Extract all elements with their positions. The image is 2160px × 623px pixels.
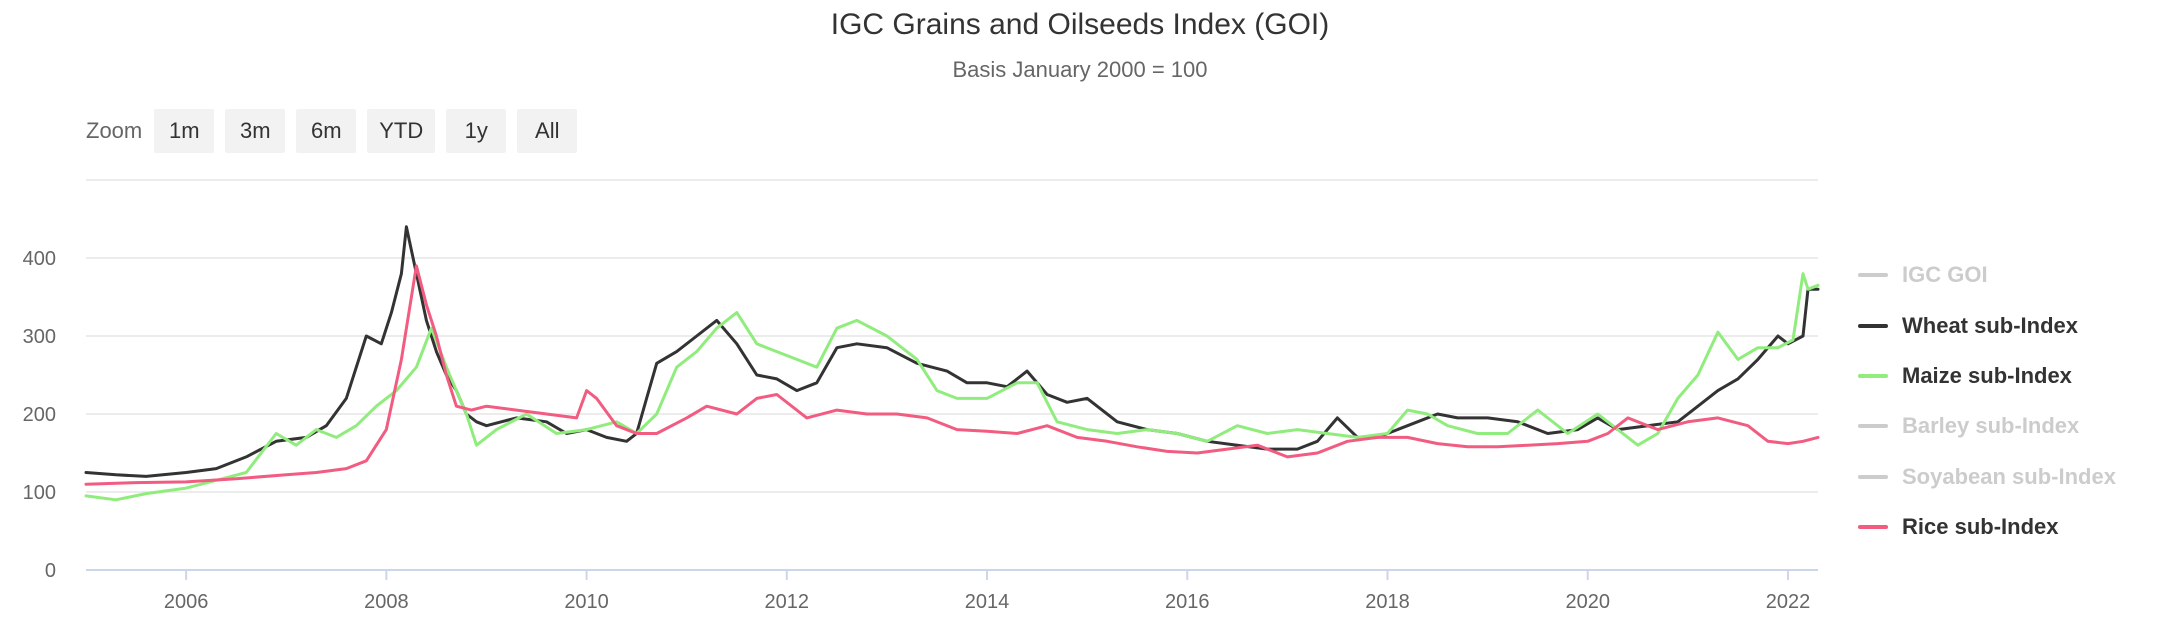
y-tick-label: 300 xyxy=(23,326,56,348)
x-tick-label: 2020 xyxy=(1565,591,1610,613)
legend-label: Wheat sub-Index xyxy=(1902,312,2079,338)
legend-swatch xyxy=(1858,525,1888,530)
x-tick-label: 2018 xyxy=(1365,591,1410,613)
y-axis-ticks: 0 100 200 300 400 xyxy=(23,248,56,582)
legend-item-rice-sub-index[interactable]: Rice sub-Index xyxy=(1858,502,2116,552)
legend-label: Rice sub-Index xyxy=(1902,514,2059,540)
legend-item-barley-sub-index[interactable]: Barley sub-Index xyxy=(1858,401,2116,451)
legend-label: IGC GOI xyxy=(1902,262,1988,288)
rice-sub-index-line[interactable] xyxy=(84,264,1820,486)
x-tick-label: 2016 xyxy=(1165,591,1210,613)
legend-item-igc-goi[interactable]: IGC GOI xyxy=(1858,250,2116,300)
legend-item-wheat-sub-index[interactable]: Wheat sub-Index xyxy=(1858,300,2116,350)
zoom-1m-button[interactable]: 1m xyxy=(154,109,215,153)
x-tick-label: 2008 xyxy=(364,591,409,613)
series-lines xyxy=(84,225,1820,502)
y-tick-label: 400 xyxy=(23,248,56,270)
wheat-sub-index-line[interactable] xyxy=(84,225,1820,478)
legend-item-soyabean-sub-index[interactable]: Soyabean sub-Index xyxy=(1858,452,2116,502)
zoom-3m-button[interactable]: 3m xyxy=(225,109,286,153)
x-tick-label: 2012 xyxy=(765,591,810,613)
legend-swatch xyxy=(1858,424,1888,429)
y-tick-label: 0 xyxy=(45,560,56,582)
zoom-label: Zoom xyxy=(86,118,143,143)
legend-label: Barley sub-Index xyxy=(1902,413,2080,439)
zoom-all-button[interactable]: All xyxy=(517,109,578,153)
legend-swatch xyxy=(1858,373,1888,378)
legend-item-maize-sub-index[interactable]: Maize sub-Index xyxy=(1858,351,2116,401)
chart-title: IGC Grains and Oilseeds Index (GOI) xyxy=(830,8,1330,41)
zoom-6m-button[interactable]: 6m xyxy=(296,109,357,153)
legend-label: Maize sub-Index xyxy=(1902,362,2072,388)
x-tick-label: 2022 xyxy=(1766,591,1811,613)
grid-lines xyxy=(86,179,1818,571)
y-tick-label: 200 xyxy=(23,404,56,426)
zoom-ytd-button[interactable]: YTD xyxy=(367,109,436,153)
legend-swatch xyxy=(1858,273,1888,278)
chart-subtitle: Basis January 2000 = 100 xyxy=(952,57,1208,82)
chart-legend: IGC GOI Wheat sub-Index Maize sub-Index Bar… xyxy=(1858,250,2116,552)
x-tick-label: 2006 xyxy=(164,591,209,613)
legend-swatch xyxy=(1858,323,1888,328)
zoom-1y-button[interactable]: 1y xyxy=(446,109,507,153)
x-tick-label: 2014 xyxy=(965,591,1010,613)
x-axis-ticks: 2006 2008 2010 2012 2014 2016 2018 2020 2022 xyxy=(164,570,1810,613)
legend-swatch xyxy=(1858,474,1888,479)
y-tick-label: 100 xyxy=(23,482,56,504)
maize-sub-index-line[interactable] xyxy=(84,272,1820,502)
x-tick-label: 2010 xyxy=(564,591,609,613)
zoom-bar: Zoom 1m 3m 6m YTD 1y All xyxy=(86,109,588,153)
legend-label: Soyabean sub-Index xyxy=(1902,463,2116,489)
